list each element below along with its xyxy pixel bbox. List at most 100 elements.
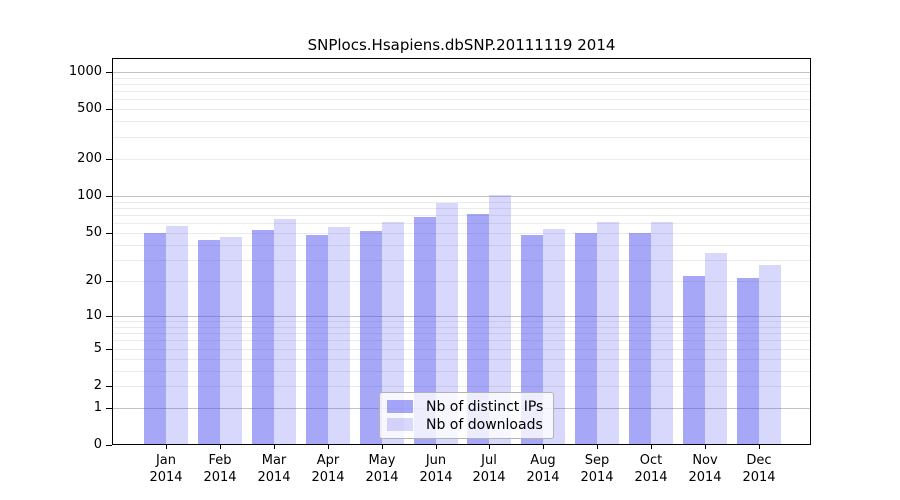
y-tick	[106, 196, 112, 197]
y-gridline-minor	[112, 215, 811, 216]
x-tick	[597, 445, 598, 449]
y-gridline-minor	[112, 208, 811, 209]
bar-distinct-ips-oct	[629, 233, 651, 445]
y-gridline-minor	[112, 349, 811, 350]
x-tick	[651, 445, 652, 449]
bar-downloads-may	[382, 222, 404, 445]
x-tick-label-year: 2014	[688, 470, 722, 485]
bar-distinct-ips-sep	[575, 233, 597, 445]
x-tick-label: Oct 2014	[621, 452, 681, 486]
bar-downloads-dec	[759, 265, 781, 445]
y-gridline-major	[112, 316, 811, 317]
bar-downloads-jan	[166, 226, 188, 445]
bar-downloads-sep	[597, 222, 619, 445]
x-tick-label-month: Aug	[530, 453, 556, 468]
y-gridline-minor	[112, 359, 811, 360]
x-tick-label-month: Jul	[481, 453, 497, 468]
bar-downloads-nov	[705, 253, 727, 445]
y-tick-label: 50	[85, 225, 102, 240]
y-tick-label: 20	[85, 273, 102, 288]
y-gridline-minor	[112, 137, 811, 138]
y-tick-label: 0	[93, 437, 102, 452]
bar-downloads-aug	[543, 229, 565, 445]
x-tick	[489, 445, 490, 449]
y-gridline-minor	[112, 340, 811, 341]
y-tick-label: 200	[77, 151, 102, 166]
y-gridline-minor	[112, 223, 811, 224]
bar-downloads-jun	[436, 203, 458, 445]
x-tick-label-month: Jan	[155, 453, 177, 468]
x-tick-label-month: Dec	[746, 453, 772, 468]
y-tick-label: 5	[93, 341, 102, 356]
x-tick	[705, 445, 706, 449]
y-gridline-minor	[112, 202, 811, 203]
y-tick	[106, 349, 112, 350]
bar-distinct-ips-jul	[467, 214, 489, 445]
x-tick-label-year: 2014	[634, 470, 668, 485]
legend-swatch-downloads	[387, 418, 413, 431]
legend-item-downloads: Nb of downloads	[387, 416, 543, 433]
x-tick-label: Jun 2014	[406, 452, 466, 486]
y-gridline-minor	[112, 109, 811, 110]
y-gridline-minor	[112, 333, 811, 334]
x-tick-label-year: 2014	[149, 470, 183, 485]
y-tick-label: 1000	[68, 64, 102, 79]
legend-label-distinct-ips: Nb of distinct IPs	[426, 398, 544, 415]
bar-downloads-mar	[274, 219, 296, 445]
x-tick-label-month: Nov	[692, 453, 718, 468]
x-tick-label-month: Sep	[584, 453, 610, 468]
x-tick	[166, 445, 167, 449]
legend-label-downloads: Nb of downloads	[426, 416, 543, 433]
y-gridline-minor	[112, 121, 811, 122]
x-tick	[436, 445, 437, 449]
y-gridline-minor	[112, 386, 811, 387]
y-tick-label: 1	[93, 400, 102, 415]
x-tick-label: Mar 2014	[244, 452, 304, 486]
x-tick-label-month: Jun	[425, 453, 447, 468]
x-tick-label: Feb 2014	[190, 452, 250, 486]
x-tick	[543, 445, 544, 449]
y-gridline-minor	[112, 245, 811, 246]
y-tick-label: 2	[93, 378, 102, 393]
y-tick	[106, 233, 112, 234]
y-gridline-minor	[112, 84, 811, 85]
legend-swatch-distinct-ips	[387, 400, 413, 413]
x-tick-label-year: 2014	[526, 470, 560, 485]
x-tick-label-year: 2014	[580, 470, 614, 485]
x-tick	[382, 445, 383, 449]
x-tick-label-year: 2014	[203, 470, 237, 485]
y-gridline-minor	[112, 281, 811, 282]
y-gridline-minor	[112, 91, 811, 92]
y-gridline-major	[112, 72, 811, 73]
x-tick	[220, 445, 221, 449]
x-tick	[759, 445, 760, 449]
y-gridline-minor	[112, 260, 811, 261]
y-gridline-minor	[112, 321, 811, 322]
x-tick-label: Jan 2014	[136, 452, 196, 486]
y-tick	[106, 445, 112, 446]
x-tick-label-year: 2014	[742, 470, 776, 485]
x-tick-label-year: 2014	[419, 470, 453, 485]
x-tick	[328, 445, 329, 449]
x-tick-label-year: 2014	[257, 470, 291, 485]
bar-distinct-ips-dec	[737, 278, 759, 445]
x-tick-label-year: 2014	[311, 470, 345, 485]
y-gridline-minor	[112, 233, 811, 234]
x-tick-label: Dec 2014	[729, 452, 789, 486]
bar-downloads-apr	[328, 227, 350, 445]
bar-distinct-ips-may	[360, 231, 382, 445]
x-tick-label-year: 2014	[472, 470, 506, 485]
x-tick-label-month: May	[368, 453, 396, 468]
bar-downloads-oct	[651, 222, 673, 445]
x-tick-label: Apr 2014	[298, 452, 358, 486]
bar-distinct-ips-feb	[198, 240, 220, 445]
legend-item-distinct-ips: Nb of distinct IPs	[387, 398, 543, 415]
x-tick-label: Sep 2014	[567, 452, 627, 486]
x-tick-label-month: Apr	[316, 453, 340, 468]
y-tick	[106, 281, 112, 282]
y-gridline-major	[112, 196, 811, 197]
y-tick-label: 10	[85, 308, 102, 323]
chart-title: SNPlocs.Hsapiens.dbSNP.20111119 2014	[307, 36, 616, 54]
x-tick-label-month: Mar	[261, 453, 287, 468]
